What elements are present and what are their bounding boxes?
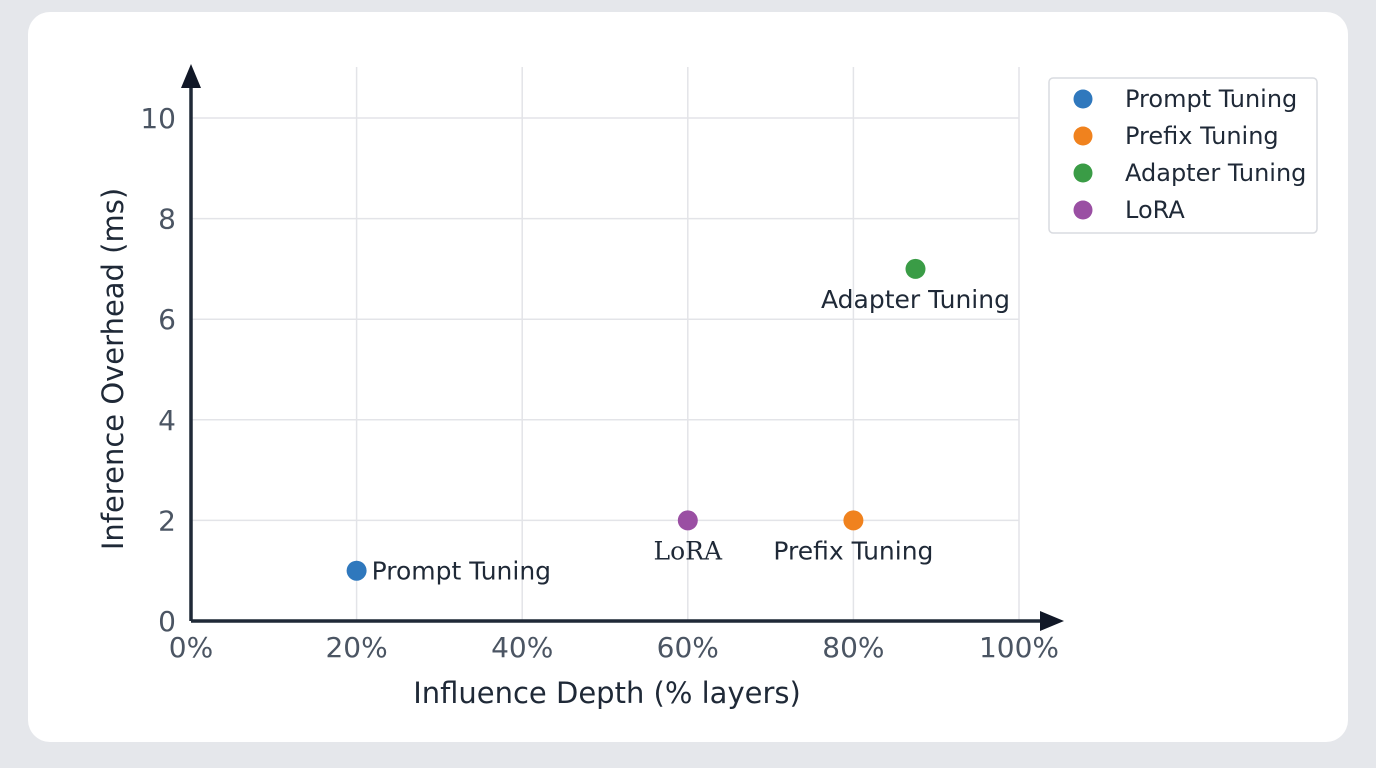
- y-tick-label: 8: [158, 203, 176, 236]
- points-layer: Prompt Tuning Prefix Tuning Adapter Tuning…: [346, 258, 1010, 586]
- legend-marker-prefix-tuning: [1073, 126, 1093, 146]
- legend-label-adapter-tuning: Adapter Tuning: [1125, 159, 1306, 187]
- x-tick-label: 0%: [169, 631, 213, 664]
- data-label-prompt-tuning: Prompt Tuning: [372, 557, 551, 586]
- data-point-prompt-tuning[interactable]: [346, 560, 367, 581]
- x-axis-arrow: [1040, 611, 1064, 631]
- y-axis-title: Inference Overhead (ms): [96, 188, 130, 550]
- y-tick-label: 4: [158, 404, 176, 437]
- y-tick-label: 10: [140, 102, 176, 135]
- legend-marker-adapter-tuning: [1073, 163, 1093, 183]
- data-point-adapter-tuning[interactable]: [905, 258, 926, 279]
- legend-box: [1048, 77, 1318, 234]
- chart-card: 0% 20% 40% 60% 80% 100% 0 2 4 6 8 10 Influence Dept…: [28, 12, 1348, 742]
- legend-items: Prompt Tuning Prefix Tuning Adapter Tuning…: [1073, 85, 1306, 224]
- x-tick-label: 80%: [822, 631, 884, 664]
- x-tick-label: 60%: [657, 631, 719, 664]
- x-tick-label: 40%: [491, 631, 553, 664]
- x-axis-title: Influence Depth (% layers): [413, 676, 801, 710]
- data-label-adapter-tuning: Adapter Tuning: [821, 285, 1010, 314]
- y-tick-label: 0: [158, 605, 176, 638]
- data-label-lora: LoRA: [654, 536, 723, 565]
- data-point-lora[interactable]: [677, 510, 698, 531]
- scatter-chart: 0% 20% 40% 60% 80% 100% 0 2 4 6 8 10 Influence Dept…: [96, 64, 1318, 710]
- y-tick-label: 6: [158, 303, 176, 336]
- axes-layer: [181, 64, 1064, 631]
- y-tick-label: 2: [158, 504, 176, 537]
- legend-label-prefix-tuning: Prefix Tuning: [1125, 122, 1279, 150]
- legend-marker-lora: [1073, 200, 1093, 220]
- x-tick-label: 100%: [979, 631, 1059, 664]
- ticks-layer: 0% 20% 40% 60% 80% 100% 0 2 4 6 8 10: [140, 102, 1059, 664]
- x-tick-label: 20%: [325, 631, 387, 664]
- legend: Prompt Tuning Prefix Tuning Adapter Tuning…: [1048, 77, 1318, 234]
- data-point-prefix-tuning[interactable]: [843, 510, 864, 531]
- legend-marker-prompt-tuning: [1073, 89, 1093, 109]
- data-label-prefix-tuning: Prefix Tuning: [773, 536, 933, 565]
- legend-label-lora: LoRA: [1125, 196, 1185, 224]
- legend-label-prompt-tuning: Prompt Tuning: [1125, 85, 1297, 113]
- y-axis-arrow: [181, 64, 201, 88]
